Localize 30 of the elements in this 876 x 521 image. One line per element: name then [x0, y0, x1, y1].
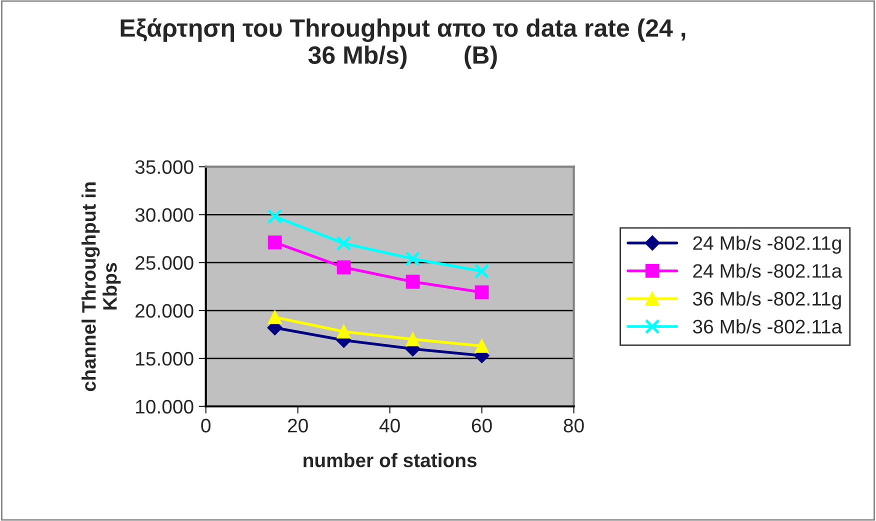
point [336, 324, 351, 339]
point [474, 285, 489, 300]
legend-label: 24 Mb/s -802.11a [693, 264, 842, 278]
point [406, 332, 420, 346]
x-axis-title: number of stations [304, 452, 477, 468]
chart-title: Εξάρτηση του Throughput απο το data rate (24 , 36 Mb/s) (B) [120, 18, 686, 69]
point [474, 339, 489, 353]
y-tick-label: 15.000 [136, 352, 194, 366]
y-tick-label: 20.000 [136, 304, 194, 318]
x-tick-label: 40 [379, 418, 400, 432]
point [336, 236, 352, 252]
legend-label: 36 Mb/s -802.11a [692, 319, 842, 334]
point [474, 264, 490, 279]
point [406, 274, 420, 289]
x-tick-label: 80 [564, 418, 584, 432]
legend-label: 36 Mb/s -802.11g [692, 291, 841, 310]
x-tick-label: 60 [472, 418, 492, 432]
y-axis-title: channel Throughput in Kbps [82, 182, 121, 392]
legend-label: 24 Mb/s -802.11g [693, 236, 841, 254]
y-tick-label: 30.000 [135, 208, 194, 222]
point [268, 236, 282, 250]
y-tick-label: 25.000 [136, 256, 194, 270]
y-tick-label: 10.000 [136, 400, 194, 414]
y-tick-label: 35.000 [135, 160, 194, 174]
point [268, 310, 282, 324]
point [336, 260, 351, 274]
x-tick-label: 0 [201, 418, 211, 432]
point [267, 208, 282, 224]
x-tick-label: 20 [288, 418, 308, 432]
point [405, 251, 420, 266]
